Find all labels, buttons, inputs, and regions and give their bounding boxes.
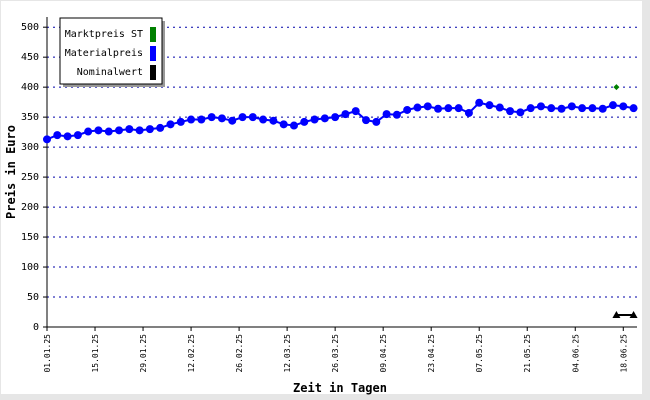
- point: [269, 116, 278, 125]
- point: [434, 104, 443, 113]
- point: [217, 114, 226, 123]
- x-tick-label: 26.03.25: [331, 334, 340, 373]
- x-tick-label: 07.05.25: [475, 334, 484, 373]
- legend-swatch: [150, 46, 156, 61]
- point: [588, 104, 597, 113]
- point: [413, 103, 422, 112]
- y-tick-label: 450: [21, 52, 39, 63]
- x-tick-label: 15.01.25: [91, 334, 100, 373]
- point: [362, 116, 371, 125]
- y-tick-label: 500: [21, 22, 39, 33]
- point: [238, 113, 247, 122]
- point: [372, 117, 381, 126]
- point: [84, 127, 93, 136]
- point: [289, 121, 298, 130]
- point: [248, 113, 257, 122]
- point: [351, 107, 360, 116]
- point: [536, 102, 545, 111]
- x-tick-label: 21.05.25: [523, 334, 532, 373]
- point: [444, 104, 453, 113]
- point: [403, 105, 412, 114]
- x-tick-label: 09.04.25: [379, 334, 388, 373]
- point: [526, 104, 535, 113]
- point: [392, 110, 401, 119]
- y-tick-label: 0: [33, 322, 39, 333]
- point: [485, 101, 494, 110]
- point: [464, 108, 473, 117]
- x-tick-label: 12.03.25: [283, 334, 292, 373]
- point: [608, 101, 617, 110]
- y-tick-label: 350: [21, 112, 39, 123]
- point: [423, 102, 432, 111]
- y-tick-label: 400: [21, 82, 39, 93]
- point: [145, 125, 154, 134]
- y-tick-label: 150: [21, 232, 39, 243]
- legend-swatch: [150, 65, 156, 80]
- point: [495, 103, 504, 112]
- point: [598, 104, 607, 113]
- point: [310, 115, 319, 124]
- x-tick-label: 18.06.25: [619, 334, 628, 373]
- x-tick-label: 29.01.25: [139, 334, 148, 373]
- x-tick-label: 12.02.25: [187, 334, 196, 373]
- point: [629, 104, 638, 113]
- point: [166, 120, 175, 129]
- point: [187, 115, 196, 124]
- point: [63, 132, 72, 141]
- series-line: [46, 101, 634, 141]
- point: [516, 108, 525, 117]
- point: [475, 98, 484, 107]
- y-tick-label: 300: [21, 142, 39, 153]
- point: [115, 126, 124, 135]
- point: [612, 311, 621, 319]
- point: [73, 131, 82, 140]
- point: [197, 115, 206, 124]
- x-tick-label: 23.04.25: [427, 334, 436, 373]
- point: [279, 120, 288, 129]
- legend-label: Materialpreis: [65, 48, 143, 59]
- point: [259, 115, 268, 124]
- point: [619, 102, 628, 111]
- legend-label: Marktpreis ST: [65, 29, 143, 40]
- y-tick-label: 100: [21, 262, 39, 273]
- point: [578, 104, 587, 113]
- point: [207, 113, 216, 122]
- point: [613, 84, 620, 91]
- point: [104, 127, 113, 136]
- x-axis-label: Zeit in Tagen: [293, 381, 387, 395]
- point: [454, 104, 463, 113]
- point: [629, 311, 638, 319]
- point: [156, 123, 165, 132]
- legend: [59, 17, 163, 85]
- point: [382, 110, 391, 119]
- y-tick-label: 250: [21, 172, 39, 183]
- point: [53, 131, 62, 140]
- point: [300, 117, 309, 126]
- point: [567, 102, 576, 111]
- x-tick-label: 04.06.25: [571, 334, 580, 373]
- point: [125, 125, 134, 134]
- point: [320, 114, 329, 123]
- legend-swatch: [150, 27, 156, 42]
- point: [94, 126, 103, 135]
- y-tick-label: 200: [21, 202, 39, 213]
- y-axis-label: Preis in Euro: [4, 125, 18, 219]
- point: [331, 113, 340, 122]
- point: [506, 107, 515, 116]
- x-tick-label: 26.02.25: [235, 334, 244, 373]
- point: [228, 116, 237, 125]
- y-tick-label: 50: [27, 292, 39, 303]
- legend-label: Nominalwert: [77, 67, 143, 78]
- point: [135, 126, 144, 135]
- point: [176, 117, 185, 126]
- point: [341, 110, 350, 119]
- point: [557, 104, 566, 113]
- point: [547, 104, 556, 113]
- x-tick-label: 01.01.25: [43, 334, 52, 373]
- point: [43, 135, 51, 144]
